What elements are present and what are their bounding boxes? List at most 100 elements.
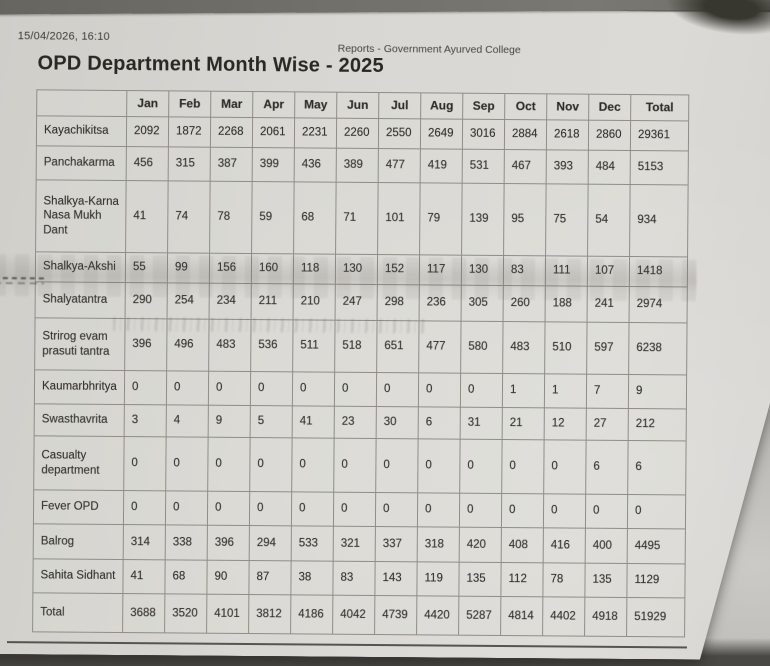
value-cell: 236 — [419, 285, 461, 321]
value-cell: 0 — [418, 373, 460, 407]
value-cell: 531 — [462, 149, 504, 183]
value-cell: 87 — [249, 561, 291, 595]
value-cell: 483 — [209, 319, 251, 371]
page-title: OPD Department Month Wise - 2025 — [37, 52, 384, 78]
value-cell: 518 — [335, 320, 377, 372]
value-cell: 2260 — [336, 118, 378, 148]
value-cell: 4042 — [333, 595, 375, 634]
value-cell: 79 — [420, 183, 463, 255]
col-header-total: Total — [631, 95, 689, 121]
value-cell: 1 — [544, 374, 586, 408]
table-row-fever-opd: Fever OPD 0 0 0 0 0 0 0 0 0 0 0 0 0 — [33, 490, 685, 529]
value-cell: 0 — [250, 372, 292, 406]
value-cell: 78 — [210, 181, 253, 253]
value-cell: 400 — [585, 528, 627, 563]
value-cell: 3688 — [123, 594, 165, 633]
value-cell: 112 — [501, 563, 543, 597]
value-cell: 2884 — [504, 120, 546, 150]
report-page: 15/04/2026, 16:10 Reports - Government A… — [0, 6, 770, 660]
value-cell: 510 — [545, 322, 587, 374]
value-cell: 0 — [249, 492, 291, 526]
report-page-content: 15/04/2026, 16:10 Reports - Government A… — [0, 6, 770, 660]
value-cell: 2061 — [252, 118, 294, 148]
value-cell: 27 — [586, 408, 628, 440]
corner-cell — [37, 90, 127, 117]
value-cell: 30 — [376, 407, 418, 439]
value-cell: 318 — [417, 527, 459, 562]
row-label: Sahita Sidhant — [33, 559, 123, 594]
value-cell: 4814 — [501, 596, 543, 635]
value-cell: 135 — [585, 563, 627, 597]
footer-rule — [7, 641, 687, 648]
row-label: Shalyatantra — [35, 282, 125, 319]
value-cell: 247 — [335, 284, 377, 320]
value-cell: 212 — [628, 408, 686, 440]
value-cell: 477 — [419, 321, 461, 373]
row-label: Casualty department — [34, 436, 124, 491]
table-row-total: Total 3688 3520 4101 3812 4186 4042 4739 4420 528… — [33, 593, 685, 637]
value-cell: 2092 — [126, 117, 168, 147]
value-cell: 130 — [461, 255, 503, 285]
value-cell: 107 — [587, 256, 629, 286]
value-cell: 6 — [418, 407, 460, 439]
table-row-swasthavrita: Swasthavrita 3 4 9 5 41 23 30 6 31 21 12 27 212 — [34, 404, 686, 441]
table-row-panchakarma: Panchakarma 456 315 387 399 436 389 477 419 531 46… — [36, 146, 688, 185]
value-cell: 99 — [167, 253, 209, 283]
value-cell: 4 — [166, 405, 208, 437]
value-cell: 71 — [336, 182, 379, 254]
value-cell: 3812 — [249, 595, 291, 634]
value-cell: 143 — [375, 562, 417, 596]
col-header-oct: Oct — [505, 94, 547, 120]
value-cell: 241 — [587, 286, 629, 322]
value-cell: 1 — [502, 374, 544, 408]
value-cell: 0 — [333, 492, 375, 526]
value-cell: 68 — [165, 560, 207, 594]
value-cell: 0 — [208, 371, 250, 405]
value-cell: 41 — [292, 406, 334, 438]
value-cell: 111 — [545, 256, 587, 286]
table-row-shalyatantra: Shalyatantra 290 254 234 211 210 247 298 236 305 2… — [35, 282, 687, 323]
value-cell: 59 — [252, 182, 295, 254]
value-cell: 0 — [375, 493, 417, 527]
value-cell: 2550 — [378, 119, 420, 149]
value-cell: 118 — [293, 254, 335, 284]
value-cell: 0 — [585, 494, 627, 528]
value-cell: 396 — [125, 319, 167, 371]
value-cell: 298 — [377, 285, 419, 321]
opd-month-wise-table: Jan Feb Mar Apr May Jun Jul Aug Sep Oct Nov Dec Tota… — [32, 89, 689, 637]
value-cell: 12 — [544, 408, 586, 440]
value-cell: 90 — [207, 560, 249, 594]
value-cell: 23 — [334, 406, 376, 438]
value-cell: 0 — [543, 494, 585, 528]
value-cell: 387 — [210, 147, 252, 181]
value-cell: 2860 — [588, 120, 630, 150]
value-cell: 0 — [166, 437, 208, 491]
row-label: Swasthavrita — [34, 404, 124, 437]
value-cell: 408 — [501, 528, 543, 563]
value-cell: 54 — [588, 184, 631, 256]
value-cell: 338 — [165, 525, 207, 560]
row-label: Balrog — [33, 524, 123, 560]
value-cell: 78 — [543, 563, 585, 597]
value-cell: 83 — [503, 256, 545, 286]
value-cell: 0 — [291, 492, 333, 526]
value-cell: 0 — [459, 493, 501, 527]
row-label: Kaumarbhritya — [34, 370, 124, 405]
value-cell: 152 — [377, 255, 419, 285]
value-cell: 0 — [460, 439, 502, 493]
value-cell: 234 — [209, 283, 251, 319]
value-cell: 6238 — [629, 322, 687, 374]
value-cell: 0 — [376, 439, 418, 493]
value-cell: 0 — [627, 494, 685, 528]
row-label: Shalkya-Karna Nasa Mukh Dant — [36, 180, 127, 253]
value-cell: 0 — [417, 493, 459, 527]
value-cell: 496 — [167, 319, 209, 371]
value-cell: 2618 — [546, 120, 588, 150]
row-label: Panchakarma — [36, 146, 126, 181]
row-label: Kayachikitsa — [36, 116, 126, 147]
value-cell: 416 — [543, 528, 585, 563]
value-cell: 2268 — [210, 117, 252, 147]
value-cell: 254 — [167, 283, 209, 319]
value-cell: 51929 — [627, 597, 685, 636]
value-cell: 484 — [588, 150, 630, 184]
